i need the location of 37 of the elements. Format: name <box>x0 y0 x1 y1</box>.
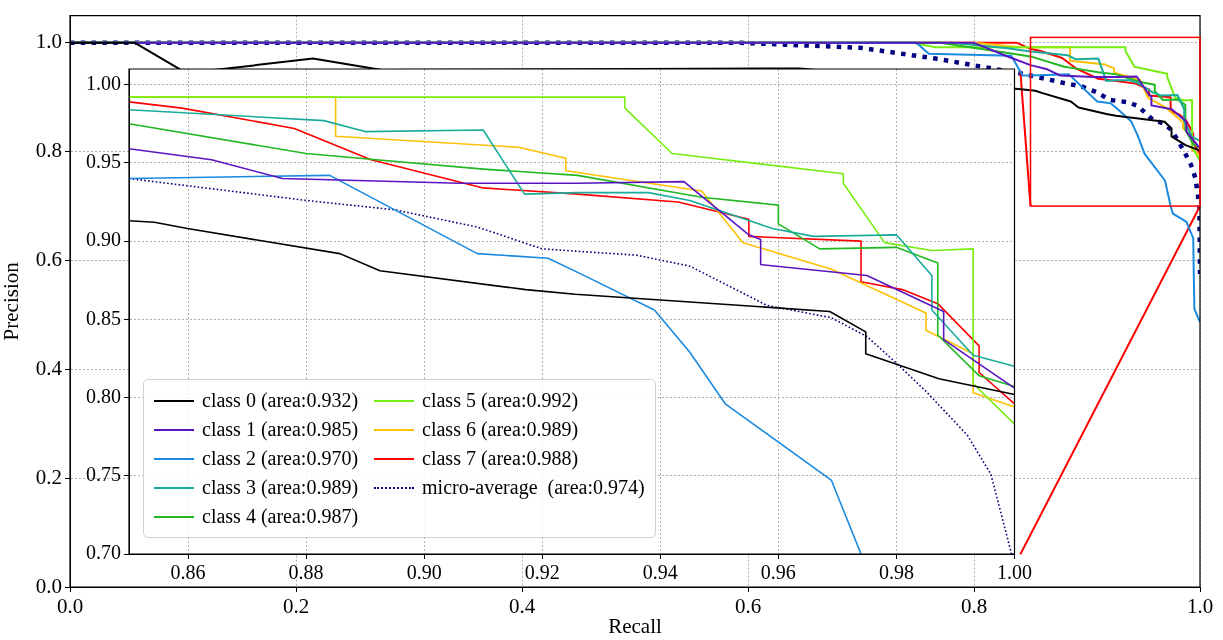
x-axis-title: Recall <box>608 613 662 638</box>
x-tick-label: 0.6 <box>734 594 762 619</box>
x-tick-label: 0.4 <box>508 594 536 619</box>
y-tick-label: 0.8 <box>35 138 62 163</box>
x-tick-label: 0.98 <box>878 561 914 584</box>
legend-label: class 1 (area:0.985) <box>202 417 359 443</box>
x-tick-label: 1.0 <box>1186 594 1214 619</box>
y-axis-title: Precision <box>0 261 24 341</box>
y-tick-label: 0.90 <box>86 228 121 251</box>
x-tick-label: 0.86 <box>170 561 206 584</box>
y-tick-label: 1.00 <box>86 71 121 94</box>
y-tick-label: 0.70 <box>86 541 121 564</box>
y-tick-label: 0.4 <box>35 355 63 380</box>
x-tick-label: 0.8 <box>960 594 988 619</box>
y-tick-label: 0.75 <box>86 463 121 486</box>
legend-label: class 4 (area:0.987) <box>202 504 359 530</box>
x-tick-label: 0.88 <box>288 561 324 584</box>
y-tick-label: 0.6 <box>35 247 62 271</box>
x-tick-label: 0.94 <box>642 561 678 584</box>
x-tick-label: 0.2 <box>282 594 310 619</box>
x-tick-label: 0.92 <box>524 561 560 584</box>
legend-label: class 7 (area:0.988) <box>422 446 579 472</box>
x-tick-label: 0.90 <box>406 561 442 584</box>
y-tick-label: 0.95 <box>86 150 121 173</box>
legend-label: class 5 (area:0.992) <box>422 388 579 414</box>
legend-label: class 2 (area:0.970) <box>202 446 359 472</box>
y-tick-label: 0.2 <box>35 464 62 489</box>
legend-label: class 0 (area:0.932) <box>202 388 359 414</box>
x-tick-label: 1.00 <box>997 561 1032 584</box>
y-tick-label: 0.85 <box>86 306 121 329</box>
y-tick-label: 0.80 <box>86 384 121 407</box>
legend-label: class 6 (area:0.989) <box>422 417 579 443</box>
x-tick-label: 0.96 <box>760 561 796 584</box>
legend-label: class 3 (area:0.989) <box>202 475 359 501</box>
x-tick-label: 0.0 <box>56 594 84 619</box>
y-tick-label: 1.0 <box>35 29 62 54</box>
legend-label: micro-average (area:0.974) <box>422 475 645 501</box>
